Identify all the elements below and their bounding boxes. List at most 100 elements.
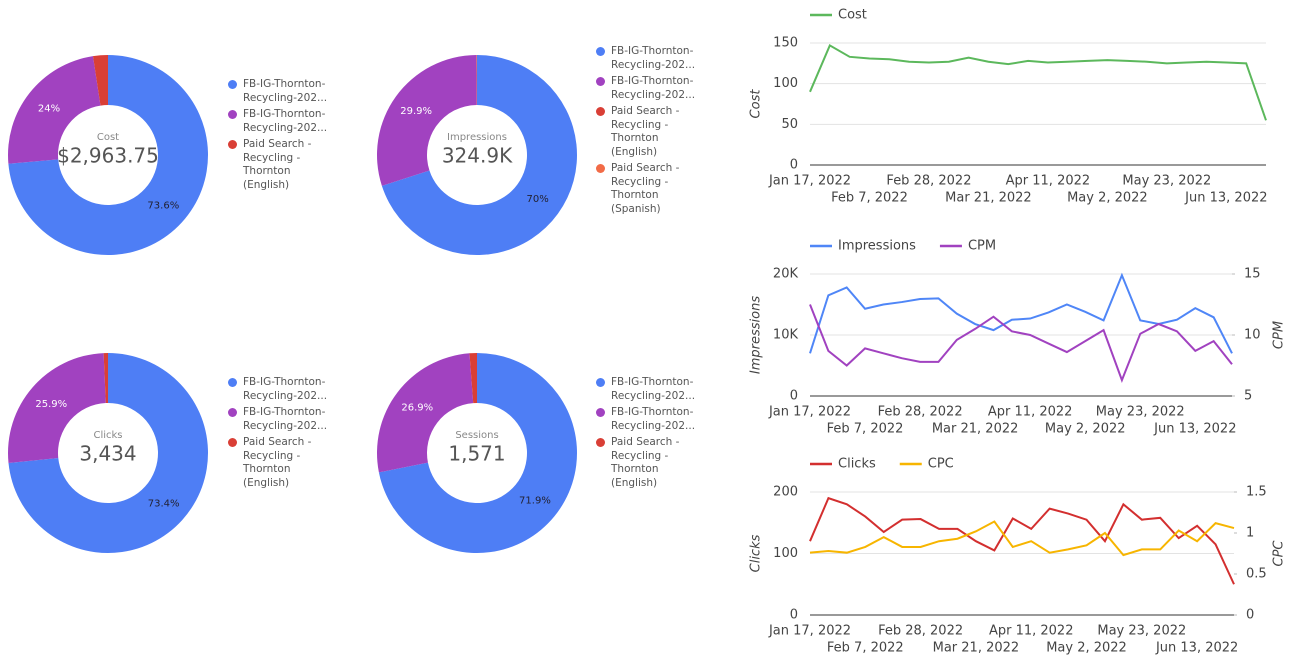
legend-item: Paid Search - Recycling - Thornton (Engl… — [228, 436, 338, 490]
x-tick-label: Mar 21, 2022 — [945, 191, 1032, 206]
legend: FB-IG-Thornton-Recycling-202... FB-IG-Tho… — [228, 78, 338, 195]
legend-dot — [228, 110, 237, 119]
legend-item: FB-IG-Thornton-Recycling-202... — [596, 75, 706, 102]
x-tick-label: Mar 21, 2022 — [932, 422, 1019, 437]
legend-item: FB-IG-Thornton-Recycling-202... — [596, 376, 706, 403]
legend-text: CPC — [928, 457, 954, 472]
x-tick-label: Apr 11, 2022 — [988, 405, 1073, 420]
legend-text: FB-IG-Thornton-Recycling-202... — [243, 406, 328, 432]
legend-text: Paid Search - Recycling - Thornton (Engl… — [243, 436, 312, 489]
x-tick-label: May 2, 2022 — [1046, 641, 1127, 655]
legend-item: Paid Search - Recycling - Thornton (Engl… — [596, 436, 706, 490]
slice-label: 73.4% — [148, 498, 180, 509]
legend-text: FB-IG-Thornton-Recycling-202... — [243, 108, 328, 134]
center-label: Cost — [97, 132, 119, 143]
legend-text: FB-IG-Thornton-Recycling-202... — [243, 78, 328, 104]
y2-tick-label: 15 — [1244, 267, 1261, 282]
legend-dot — [596, 408, 605, 417]
x-tick-label: Apr 11, 2022 — [989, 624, 1074, 639]
legend-dot — [596, 164, 605, 173]
legend-text: Paid Search - Recycling - Thornton (Span… — [611, 162, 680, 215]
y-tick-label: 20K — [773, 267, 799, 282]
legend: FB-IG-Thornton-Recycling-202... FB-IG-Tho… — [596, 45, 706, 219]
y-tick-label: 200 — [773, 485, 798, 500]
slice-label: 24% — [38, 104, 60, 115]
y2-axis-title: CPM — [1272, 321, 1287, 349]
y-tick-label: 0 — [790, 158, 798, 173]
y-axis-title: Impressions — [749, 296, 764, 374]
x-tick-label: Feb 7, 2022 — [827, 422, 904, 437]
legend-text: FB-IG-Thornton-Recycling-202... — [611, 406, 696, 432]
y2-tick-label: 10 — [1244, 328, 1261, 343]
legend-item: FB-IG-Thornton-Recycling-202... — [228, 108, 338, 135]
series-line — [809, 496, 1235, 585]
y-tick-label: 100 — [773, 76, 798, 91]
y-tick-label: 150 — [773, 36, 798, 51]
x-tick-label: Apr 11, 2022 — [1006, 174, 1091, 189]
x-tick-label: Jun 13, 2022 — [1184, 191, 1267, 206]
slice-label: 29.9% — [400, 106, 432, 117]
series-line — [809, 272, 1233, 354]
y-axis-title: Cost — [749, 89, 764, 119]
legend-text: FB-IG-Thornton-Recycling-202... — [243, 376, 328, 402]
legend-item: FB-IG-Thornton-Recycling-202... — [228, 376, 338, 403]
y-tick-label: 50 — [781, 117, 798, 132]
slice-label: 71.9% — [519, 496, 551, 507]
legend-dot — [596, 378, 605, 387]
donut-slice — [377, 353, 474, 473]
legend-dot — [228, 140, 237, 149]
y2-tick-label: 1 — [1246, 526, 1254, 541]
donut-slice — [476, 55, 477, 106]
donut-slice — [8, 56, 101, 164]
center-value: 324.9K — [442, 144, 513, 168]
x-tick-label: Jun 13, 2022 — [1153, 422, 1236, 437]
legend-dot — [228, 378, 237, 387]
legend-dot — [228, 438, 237, 447]
series-line — [809, 520, 1235, 557]
legend-dot — [228, 80, 237, 89]
legend-dot — [228, 408, 237, 417]
donut-slice — [92, 55, 108, 106]
x-tick-label: May 23, 2022 — [1097, 624, 1186, 639]
x-tick-label: Feb 28, 2022 — [878, 405, 963, 420]
legend-item: FB-IG-Thornton-Recycling-202... — [228, 406, 338, 433]
legend-text: Cost — [838, 8, 867, 23]
center-label: Impressions — [447, 132, 507, 143]
legend-text: Clicks — [838, 457, 876, 472]
legend-item: Paid Search - Recycling - Thornton (Engl… — [228, 138, 338, 192]
center-value: 1,571 — [448, 442, 505, 466]
x-tick-label: Feb 7, 2022 — [827, 641, 904, 655]
legend-item: Paid Search - Recycling - Thornton (Span… — [596, 162, 706, 216]
y-tick-label: 100 — [773, 546, 798, 561]
legend-text: Paid Search - Recycling - Thornton (Engl… — [611, 436, 680, 489]
legend-dot — [596, 438, 605, 447]
x-tick-label: Feb 28, 2022 — [878, 624, 963, 639]
donut-slice — [7, 353, 106, 464]
center-label: Clicks — [93, 430, 122, 441]
legend-text: Paid Search - Recycling - Thornton (Engl… — [243, 138, 312, 191]
legend: FB-IG-Thornton-Recycling-202... FB-IG-Tho… — [228, 376, 338, 493]
legend-item: FB-IG-Thornton-Recycling-202... — [596, 406, 706, 433]
x-tick-label: Jan 17, 2022 — [768, 405, 851, 420]
donut-slice — [103, 353, 108, 404]
slice-label: 26.9% — [401, 403, 433, 414]
y2-tick-label: 0 — [1246, 608, 1254, 623]
series-line — [809, 304, 1233, 383]
x-tick-label: Mar 21, 2022 — [933, 641, 1020, 655]
y-axis-title: Clicks — [749, 534, 764, 572]
x-tick-label: May 2, 2022 — [1067, 191, 1148, 206]
x-tick-label: May 23, 2022 — [1122, 174, 1211, 189]
x-tick-label: Feb 7, 2022 — [831, 191, 908, 206]
donut-slice — [378, 353, 577, 554]
donut-slice — [377, 55, 477, 186]
donut-slice — [381, 55, 577, 255]
legend-text: FB-IG-Thornton-Recycling-202... — [611, 376, 696, 402]
slice-label: 70% — [527, 194, 549, 205]
y-tick-label: 0 — [790, 608, 798, 623]
donut-slice — [8, 55, 208, 255]
y-tick-label: 10K — [773, 328, 799, 343]
y2-axis-title: CPC — [1272, 540, 1287, 567]
center-value: $2,963.75 — [57, 144, 159, 168]
slice-label: 25.9% — [35, 399, 67, 410]
